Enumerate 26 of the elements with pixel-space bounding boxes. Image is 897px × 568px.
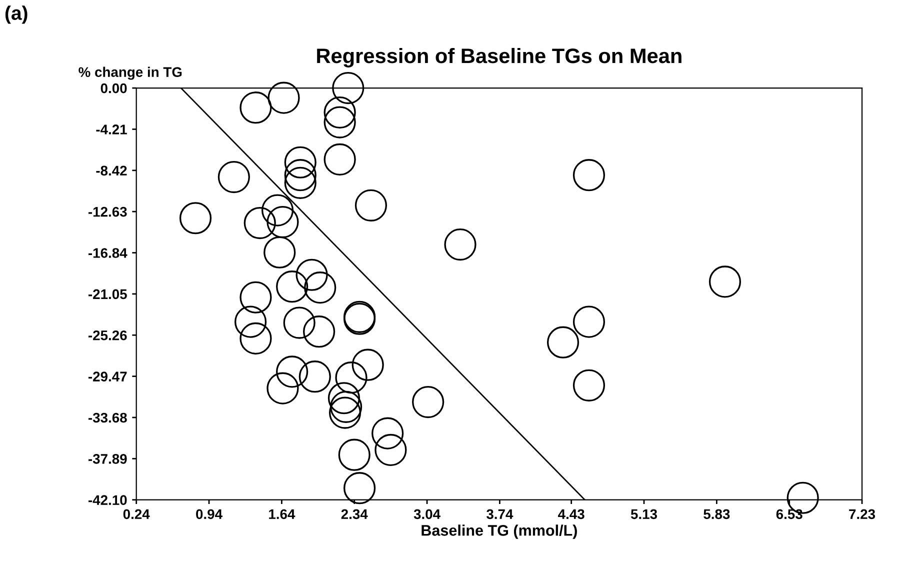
x-tick-label: 5.83: [704, 509, 730, 520]
text: (a): [5, 6, 28, 24]
y-axis-title: % change in TG: [78, 66, 182, 80]
y-tick-label: -16.84: [88, 248, 128, 258]
y-tick-label: -8.42: [96, 166, 127, 176]
x-tick-label: 3.74: [486, 509, 514, 520]
y-tick-label: -4.21: [96, 124, 127, 134]
y-tick-label: -25.26: [88, 330, 127, 340]
x-tick-label: 3.04: [414, 509, 440, 520]
y-tick-label: -37.89: [88, 454, 127, 464]
x-axis-title: Baseline TG (mmol/L): [422, 524, 577, 539]
x-tick-label: 6.53: [776, 509, 802, 520]
y-tick-label: -33.68: [88, 412, 127, 423]
x-tick-label: 4.43: [558, 509, 584, 520]
x-tick-label: 7.23: [849, 509, 876, 520]
y-tick-label: 0.00: [100, 83, 127, 94]
y-tick-label: -29.47: [88, 372, 127, 382]
chart-title: Regression of Baseline TGs on Mean: [317, 48, 682, 68]
x-tick-label: 2.34: [341, 509, 368, 520]
x-tick-label: 0.94: [196, 509, 222, 520]
x-tick-label: 0.24: [123, 509, 150, 520]
y-tick-label: -42.10: [88, 495, 127, 506]
x-tick-label: 1.64: [269, 509, 296, 520]
x-tick-label: 5.13: [630, 509, 658, 520]
y-tick-label: -21.05: [88, 289, 127, 300]
y-tick-label: -12.63: [88, 206, 127, 217]
